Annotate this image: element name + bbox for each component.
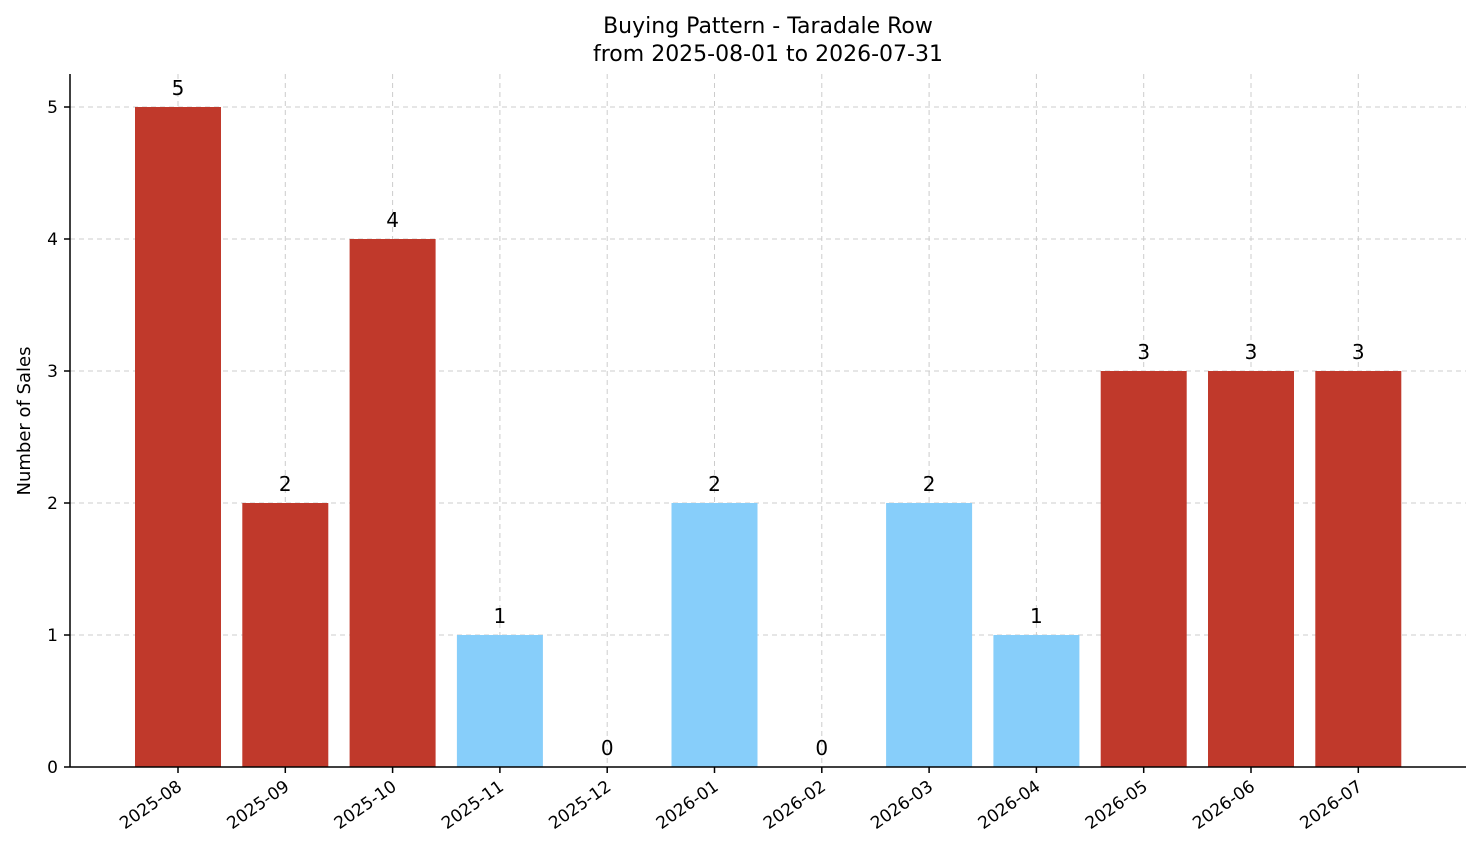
x-tick-label: 2025-08: [116, 777, 186, 834]
y-tick-label: 2: [47, 494, 58, 514]
bar-value-label: 3: [1137, 340, 1150, 364]
y-tick-label: 5: [47, 98, 58, 118]
bar: [886, 503, 973, 767]
y-tick-label: 3: [47, 362, 58, 382]
bar-value-label: 1: [494, 604, 507, 628]
chart-subtitle: from 2025-08-01 to 2026-07-31: [593, 42, 943, 67]
x-tick-label: 2026-05: [1082, 777, 1152, 834]
bar: [242, 503, 329, 767]
bar: [1100, 371, 1187, 767]
bar-value-label: 0: [601, 736, 614, 760]
bar: [671, 503, 758, 767]
x-tick-label: 2025-11: [438, 777, 508, 834]
bar-value-label: 2: [708, 472, 721, 496]
bar-value-label: 1: [1030, 604, 1043, 628]
bar-value-label: 3: [1352, 340, 1365, 364]
bar-value-label: 3: [1245, 340, 1258, 364]
bar: [456, 635, 543, 767]
y-tick-label: 0: [47, 758, 58, 778]
x-tick-label: 2026-06: [1189, 777, 1259, 834]
x-tick-label: 2026-01: [653, 777, 723, 834]
bar: [349, 239, 436, 767]
x-tick-label: 2026-03: [867, 777, 937, 834]
bar: [1315, 371, 1402, 767]
bar: [135, 107, 221, 767]
y-tick-label: 4: [47, 230, 58, 250]
x-tick-label: 2026-07: [1297, 777, 1367, 834]
x-tick-label: 2025-12: [545, 777, 615, 834]
data-labels-layer: 5 2 4 1 0 2 0 2 1 3 3 3: [172, 76, 1365, 760]
bar: [1208, 371, 1294, 767]
bar-value-label: 0: [815, 736, 828, 760]
bar: [993, 635, 1080, 767]
x-tick-label: 2025-09: [224, 777, 294, 834]
x-tick-label: 2025-10: [331, 777, 401, 834]
x-tick-label: 2026-02: [760, 777, 830, 834]
bar-value-label: 2: [279, 472, 292, 496]
bar-value-label: 5: [172, 76, 185, 100]
y-tick-label: 1: [47, 626, 58, 646]
x-tick-label: 2026-04: [975, 777, 1045, 834]
bar-value-label: 4: [386, 208, 399, 232]
bar-value-label: 2: [923, 472, 936, 496]
y-axis-label: Number of Sales: [14, 346, 35, 495]
bars-layer: [135, 107, 1402, 767]
chart-title: Buying Pattern - Taradale Row: [603, 14, 933, 39]
